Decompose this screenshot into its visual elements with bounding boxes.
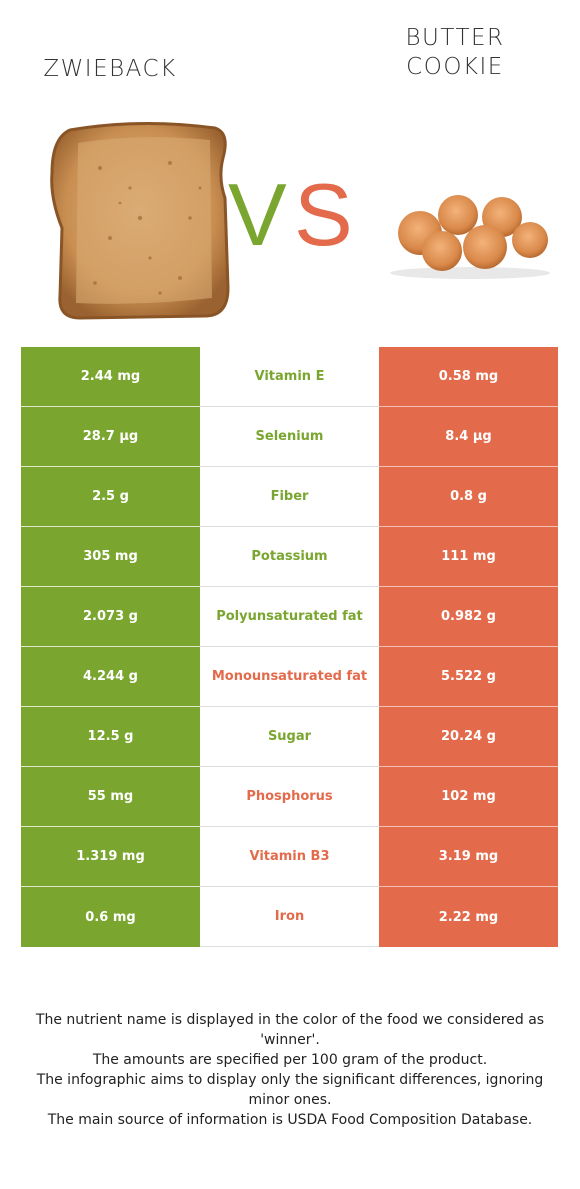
table-row: 0.6 mg Iron 2.22 mg — [21, 887, 558, 947]
right-food-title-line1: BUTTER — [405, 25, 505, 51]
footer-note: The amounts are specified per 100 gram o… — [92, 1052, 488, 1068]
table-row: 1.319 mg Vitamin B3 3.19 mg — [21, 827, 558, 887]
left-value: 4.244 g — [21, 647, 200, 707]
vs-s-letter: S — [294, 165, 353, 264]
nutrient-name: Monounsaturated fat — [200, 647, 379, 707]
nutrient-name: Polyunsaturated fat — [200, 587, 379, 647]
left-value: 0.6 mg — [21, 887, 200, 947]
right-value: 2.22 mg — [379, 887, 558, 947]
table-row: 2.44 mg Vitamin E 0.58 mg — [21, 347, 558, 407]
right-value: 102 mg — [379, 767, 558, 827]
nutrient-name: Potassium — [200, 527, 379, 587]
right-value: 0.58 mg — [379, 347, 558, 407]
butter-cookie-image — [390, 195, 550, 279]
table-row: 55 mg Phosphorus 102 mg — [21, 767, 558, 827]
nutrient-name: Phosphorus — [200, 767, 379, 827]
table-row: 2.073 g Polyunsaturated fat 0.982 g — [21, 587, 558, 647]
left-value: 2.073 g — [21, 587, 200, 647]
right-value: 0.8 g — [379, 467, 558, 527]
footer-note: The infographic aims to display only the… — [36, 1072, 544, 1108]
left-value: 305 mg — [21, 527, 200, 587]
nutrient-name: Vitamin E — [200, 347, 379, 407]
vs-label: V S — [228, 165, 358, 265]
right-value: 3.19 mg — [379, 827, 558, 887]
zwieback-image — [50, 121, 230, 320]
footer-notes: The nutrient name is displayed in the co… — [30, 1010, 550, 1130]
left-value: 1.319 mg — [21, 827, 200, 887]
right-value: 20.24 g — [379, 707, 558, 767]
table-row: 12.5 g Sugar 20.24 g — [21, 707, 558, 767]
right-value: 5.522 g — [379, 647, 558, 707]
right-value: 8.4 µg — [379, 407, 558, 467]
table-row: 305 mg Potassium 111 mg — [21, 527, 558, 587]
footer-note: The main source of information is USDA F… — [47, 1112, 533, 1128]
left-value: 2.5 g — [21, 467, 200, 527]
vs-v-letter: V — [228, 165, 287, 264]
nutrient-name: Iron — [200, 887, 379, 947]
nutrient-name: Vitamin B3 — [200, 827, 379, 887]
nutrient-name: Sugar — [200, 707, 379, 767]
nutrient-name: Selenium — [200, 407, 379, 467]
table-row: 4.244 g Monounsaturated fat 5.522 g — [21, 647, 558, 707]
right-value: 0.982 g — [379, 587, 558, 647]
footer-note: The nutrient name is displayed in the co… — [35, 1012, 545, 1048]
left-value: 28.7 µg — [21, 407, 200, 467]
left-value: 55 mg — [21, 767, 200, 827]
right-food-title-line2: COOKIE — [406, 54, 504, 80]
left-food-title: ZWIEBACK — [43, 56, 177, 82]
right-food-title: BUTTER COOKIE — [360, 24, 550, 82]
left-value: 12.5 g — [21, 707, 200, 767]
nutrient-name: Fiber — [200, 467, 379, 527]
right-value: 111 mg — [379, 527, 558, 587]
nutrient-comparison-table: 2.44 mg Vitamin E 0.58 mg 28.7 µg Selenium 8.… — [21, 347, 558, 947]
table-row: 28.7 µg Selenium 8.4 µg — [21, 407, 558, 467]
table-row: 2.5 g Fiber 0.8 g — [21, 467, 558, 527]
left-value: 2.44 mg — [21, 347, 200, 407]
